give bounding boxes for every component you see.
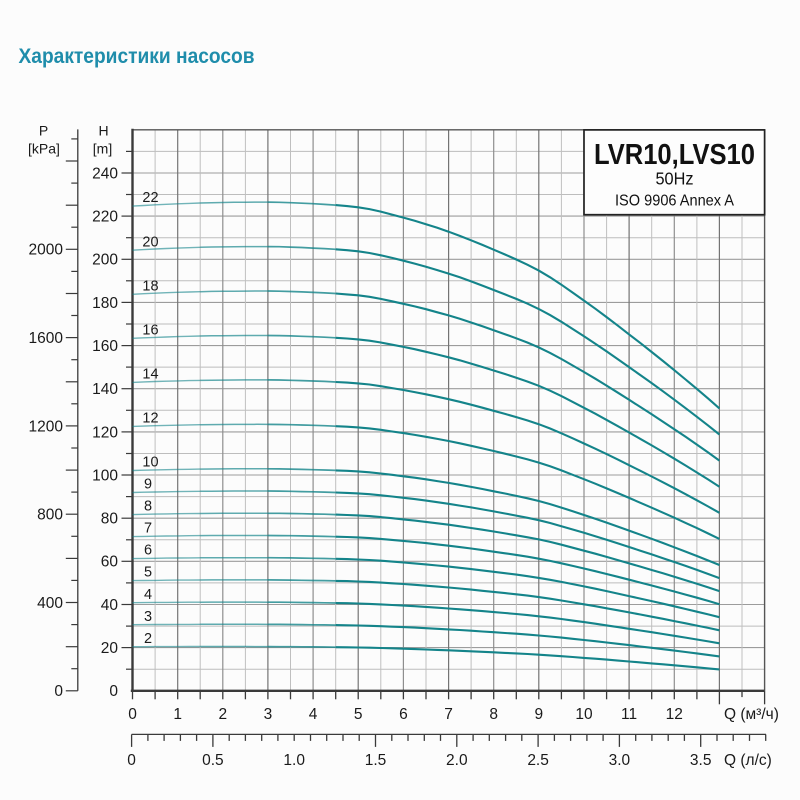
svg-text:16: 16 (142, 322, 158, 338)
svg-text:12: 12 (666, 706, 683, 723)
svg-text:2000: 2000 (29, 242, 64, 259)
svg-text:8: 8 (144, 499, 152, 515)
svg-text:1.0: 1.0 (283, 752, 305, 769)
svg-text:2: 2 (144, 631, 152, 647)
svg-text:9: 9 (534, 706, 543, 723)
svg-text:140: 140 (92, 381, 118, 398)
svg-text:800: 800 (37, 507, 63, 524)
svg-text:1.5: 1.5 (365, 752, 387, 769)
svg-text:220: 220 (92, 209, 118, 226)
svg-text:0: 0 (127, 752, 136, 769)
svg-text:[kPa]: [kPa] (28, 141, 60, 157)
svg-text:1: 1 (173, 706, 182, 723)
svg-text:12: 12 (142, 411, 158, 427)
svg-text:1600: 1600 (29, 330, 64, 347)
svg-text:22: 22 (142, 190, 158, 206)
svg-text:6: 6 (399, 706, 408, 723)
svg-text:160: 160 (92, 338, 118, 355)
svg-text:Характеристики насосов: Характеристики насосов (19, 44, 255, 68)
svg-text:P: P (39, 123, 48, 139)
svg-text:120: 120 (92, 424, 118, 441)
svg-text:3: 3 (144, 609, 152, 625)
svg-text:H: H (98, 123, 108, 139)
svg-text:2: 2 (218, 706, 227, 723)
svg-text:0.5: 0.5 (202, 752, 224, 769)
svg-text:Q (м³/ч): Q (м³/ч) (724, 706, 779, 723)
svg-text:40: 40 (101, 597, 119, 614)
svg-text:10: 10 (142, 455, 158, 471)
svg-text:0: 0 (109, 683, 118, 700)
svg-text:[m]: [m] (93, 141, 112, 157)
svg-text:5: 5 (354, 706, 363, 723)
svg-text:Q (л/с): Q (л/с) (724, 752, 772, 769)
svg-text:60: 60 (101, 554, 119, 571)
svg-text:20: 20 (101, 640, 119, 657)
svg-text:ISO 9906 Annex A: ISO 9906 Annex A (615, 192, 734, 209)
svg-text:7: 7 (444, 706, 453, 723)
svg-text:4: 4 (144, 587, 152, 603)
svg-text:5: 5 (144, 565, 152, 581)
svg-text:8: 8 (489, 706, 498, 723)
svg-text:100: 100 (92, 467, 118, 484)
svg-text:2.0: 2.0 (446, 752, 468, 769)
svg-text:3.0: 3.0 (609, 752, 631, 769)
svg-text:0: 0 (54, 683, 63, 700)
svg-text:2.5: 2.5 (527, 752, 549, 769)
svg-text:20: 20 (142, 234, 158, 250)
svg-text:240: 240 (92, 165, 118, 182)
svg-text:1200: 1200 (29, 418, 64, 435)
svg-text:400: 400 (37, 595, 63, 612)
svg-text:0: 0 (128, 706, 137, 723)
svg-text:LVR10,LVS10: LVR10,LVS10 (594, 139, 755, 171)
svg-text:180: 180 (92, 295, 118, 312)
svg-text:6: 6 (144, 543, 152, 559)
svg-text:50Hz: 50Hz (656, 169, 694, 189)
svg-text:14: 14 (142, 367, 158, 383)
svg-text:3: 3 (264, 706, 273, 723)
svg-text:18: 18 (142, 278, 158, 294)
svg-text:11: 11 (621, 706, 637, 723)
svg-text:9: 9 (144, 477, 152, 493)
svg-text:200: 200 (92, 252, 118, 269)
svg-text:4: 4 (309, 706, 318, 723)
svg-text:10: 10 (575, 706, 593, 723)
svg-text:7: 7 (144, 521, 152, 537)
svg-text:80: 80 (101, 511, 119, 528)
svg-text:3.5: 3.5 (690, 752, 712, 769)
